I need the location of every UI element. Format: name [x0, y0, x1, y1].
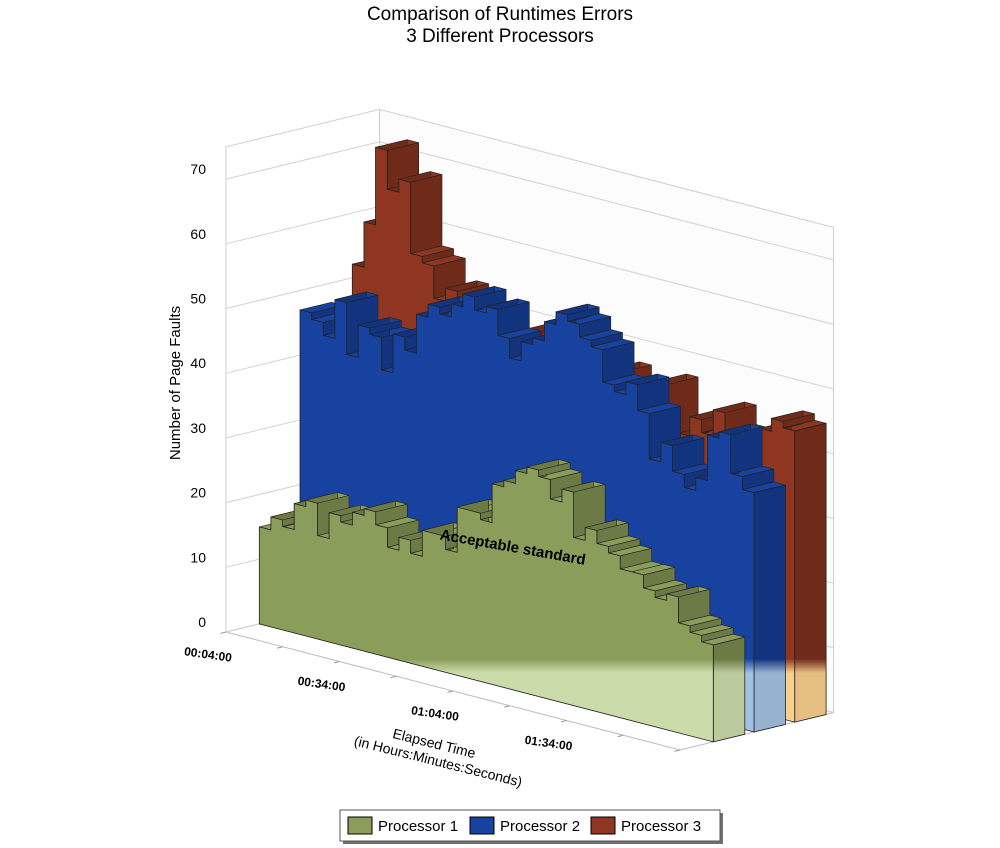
series-1 [258, 459, 746, 743]
x-tick-mark [617, 734, 624, 738]
legend-swatch-processor-3 [590, 816, 616, 835]
y-axis-ticks: 0 10 20 30 40 50 60 70 [190, 161, 206, 630]
series-front-face [258, 466, 714, 743]
x-tick-mark [504, 705, 510, 708]
y-tick-label: 60 [190, 226, 206, 242]
x-tick-mark [447, 690, 454, 693]
chart-title-line-2: 3 Different Processors [406, 26, 594, 47]
y-tick-label: 30 [190, 420, 206, 436]
legend-box [339, 809, 721, 842]
chart-legend: Processor 1 Processor 2 Processor 3 [339, 809, 723, 844]
y-tick-label: 20 [190, 485, 206, 501]
x-axis-ticks: 00:04:00 00:34:00 01:04:00 01:34:00 [183, 644, 573, 753]
x-tick-mark [277, 646, 283, 649]
y-tick-label: 0 [198, 614, 206, 630]
y-tick-label: 50 [190, 291, 206, 307]
gridline [225, 141, 834, 261]
x-tick-mark [333, 661, 340, 664]
x-tick-mark [674, 749, 681, 752]
legend-swatch-processor-2 [469, 816, 495, 835]
legend-label-processor-3: Processor 3 [621, 818, 701, 835]
chart-series [258, 139, 827, 743]
series-end-face [753, 484, 786, 733]
x-tick-mark [220, 631, 227, 634]
series-end-face [794, 422, 827, 723]
x-tick-mark [390, 675, 397, 679]
x-tick-label: 00:04:00 [183, 644, 233, 665]
legend-label-processor-1: Processor 1 [378, 818, 458, 835]
x-tick-label: 01:04:00 [410, 703, 460, 724]
chart-title-line-1: Comparison of Runtimes Errors [367, 4, 633, 25]
y-tick-label: 10 [190, 549, 206, 565]
series-end-face [712, 636, 746, 743]
y-axis-label: Number of Page Faults [167, 306, 184, 460]
data-step-riser [410, 174, 443, 254]
legend-label-processor-2: Processor 2 [500, 818, 580, 835]
x-tick-mark [560, 720, 567, 723]
y-tick-label: 70 [190, 161, 206, 177]
data-step-riser [730, 426, 763, 474]
x-tick-label: 00:34:00 [297, 674, 347, 695]
legend-swatch-processor-1 [347, 816, 373, 835]
x-tick-label: 01:34:00 [524, 733, 574, 754]
y-tick-label: 40 [190, 355, 206, 371]
